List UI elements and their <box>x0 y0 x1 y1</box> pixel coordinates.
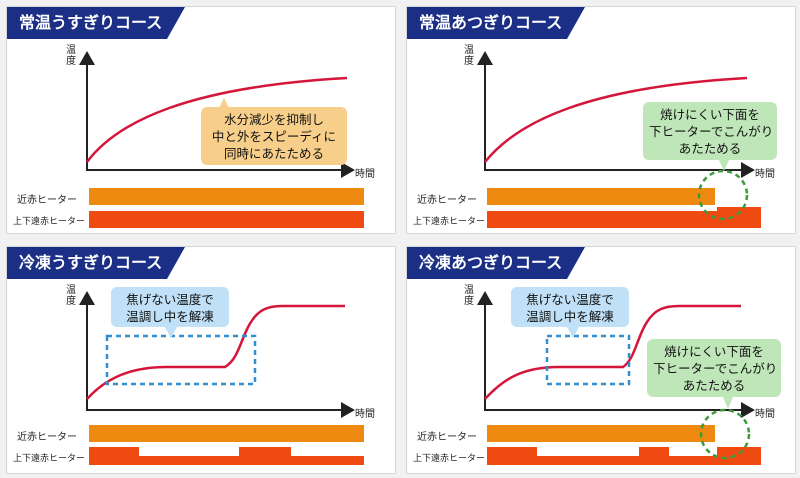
panel-title: 冷凍あつぎりコース <box>407 247 585 279</box>
updown-heater-label: 上下遠赤ヒーター <box>13 454 86 464</box>
highlight-circle <box>697 169 749 221</box>
y-axis-label: 温度 <box>66 45 76 67</box>
x-axis-label: 時間 <box>355 409 375 420</box>
bubble-tail <box>219 98 229 108</box>
x-axis-label: 時間 <box>755 409 775 420</box>
temperature-curve <box>86 76 348 163</box>
panel-title: 常温うすぎりコース <box>7 7 185 39</box>
panel-frozen-thin: 冷凍うすぎりコース 温度 時間 近赤ヒーター 上下遠赤ヒーター 焦げない温度で … <box>6 246 396 474</box>
annotation-bubble: 焦げない温度で 温調し中を解凍 <box>111 287 229 327</box>
updown-heater-bar <box>487 211 717 228</box>
panel-title: 冷凍うすぎりコース <box>7 247 185 279</box>
bubble-tail <box>165 327 177 338</box>
temperature-curve <box>484 304 741 400</box>
y-axis-label: 温度 <box>464 45 474 67</box>
panel-frozen-thick: 冷凍あつぎりコース 温度 時間 近赤ヒーター 上下遠赤ヒーター 焦げない温度で … <box>406 246 796 474</box>
near-heater-label: 近赤ヒーター <box>17 432 77 443</box>
near-heater-bar <box>89 188 364 205</box>
annotation-bubble: 焼けにくい下面を 下ヒーターでこんがり あたためる <box>643 102 777 160</box>
chart-frozen-thin <box>79 291 364 465</box>
panel-normal-thin: 常温うすぎりコース 温度 時間 近赤ヒーター 上下遠赤ヒーター 水分減少を抑制し… <box>6 6 396 234</box>
thaw-region <box>105 334 257 386</box>
near-heater-bar <box>487 425 715 442</box>
updown-heater-bar-boost <box>717 207 761 228</box>
near-heater-label: 近赤ヒーター <box>417 432 477 443</box>
temperature-curve <box>484 76 748 163</box>
x-axis-label: 時間 <box>355 169 375 180</box>
bubble-tail <box>719 160 729 171</box>
annotation-bubble: 水分減少を抑制し 中と外をスピーディに 同時にあたためる <box>201 107 347 165</box>
updown-heater-bar <box>487 447 761 465</box>
highlight-circle <box>699 408 751 460</box>
panel-title: 常温あつぎりコース <box>407 7 585 39</box>
annotation-bubble: 焦げない温度で 温調し中を解凍 <box>511 287 629 327</box>
thaw-region <box>545 334 631 386</box>
near-heater-label: 近赤ヒーター <box>17 195 77 206</box>
updown-heater-label: 上下遠赤ヒーター <box>13 217 86 227</box>
y-axis-label: 温度 <box>464 285 474 307</box>
annotation-bubble: 焼けにくい下面を 下ヒーターでこんがり あたためる <box>647 339 781 397</box>
bubble-tail <box>567 327 579 338</box>
near-heater-bar <box>487 188 715 205</box>
y-axis-label: 温度 <box>66 285 76 307</box>
near-heater-label: 近赤ヒーター <box>417 195 477 206</box>
chart-normal-thin <box>79 51 364 228</box>
updown-heater-label: 上下遠赤ヒーター <box>413 454 486 464</box>
bubble-tail <box>723 397 733 409</box>
near-heater-bar <box>89 425 364 442</box>
chart-frozen-thick <box>477 291 761 465</box>
x-axis-label: 時間 <box>755 169 775 180</box>
updown-heater-bar <box>89 447 364 465</box>
updown-heater-bar <box>89 211 364 228</box>
chart-normal-thick <box>477 51 761 228</box>
updown-heater-label: 上下遠赤ヒーター <box>413 217 486 227</box>
temperature-curve <box>86 304 345 400</box>
panel-normal-thick: 常温あつぎりコース 温度 時間 近赤ヒーター 上下遠赤ヒーター 焼けにくい下面を… <box>406 6 796 234</box>
